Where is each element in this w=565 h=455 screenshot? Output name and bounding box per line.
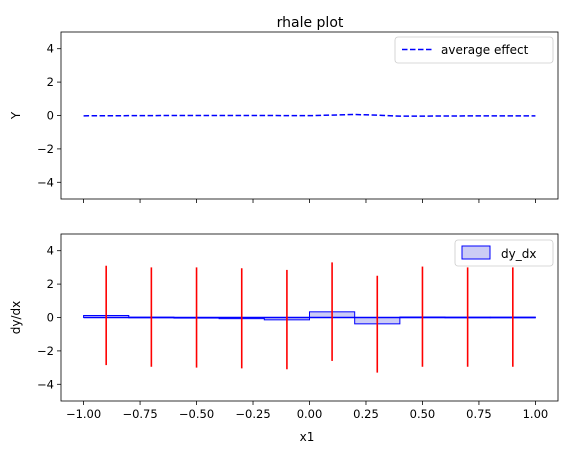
top-legend-box	[394, 36, 554, 64]
bottom-subplot: 4 2 0 −2 −4 −1.00 −0.75 −0.50 −0.25 0.00 0.25 0.50 0…	[9, 233, 559, 444]
x-tick-label: 0.50	[410, 407, 436, 421]
top-y-tick-label: −4	[37, 175, 54, 189]
x-tick-label: −0.50	[179, 407, 214, 421]
bottom-y-tick-label: 0	[47, 311, 54, 325]
bottom-y-tick-label: 4	[47, 244, 54, 258]
x-axis-label: x1	[300, 430, 315, 444]
bottom-y-axis-label: dy/dx	[9, 301, 23, 334]
x-tick-label: 0.00	[297, 407, 323, 421]
x-tick-label: 1.00	[523, 407, 549, 421]
top-y-tick-label: 0	[47, 109, 54, 123]
x-tick-label: 0.25	[353, 407, 379, 421]
bottom-y-tick-label: 2	[47, 277, 54, 291]
top-y-axis-label: Y	[9, 111, 23, 120]
chart-title: rhale plot	[277, 15, 344, 31]
top-y-tick-label: −2	[37, 142, 54, 156]
dy-dx-legend-label: dy_dx	[501, 247, 536, 261]
top-subplot: rhale plot 4 2 0 −2 −4 Y average effect	[9, 15, 559, 203]
top-legend: average effect	[394, 36, 554, 64]
top-axis-ticks: 4 2 0 −2 −4	[37, 42, 536, 203]
bottom-y-tick-label: −2	[37, 344, 54, 358]
x-tick-label: −0.25	[235, 407, 270, 421]
average-effect-legend-label: average effect	[441, 43, 529, 57]
x-tick-label: −1.00	[66, 407, 101, 421]
x-tick-label: −0.75	[122, 407, 157, 421]
top-y-tick-label: 2	[47, 75, 54, 89]
dy-dx-legend-swatch	[461, 245, 491, 260]
bottom-legend: dy_dx	[454, 239, 554, 267]
average-effect-line	[83, 113, 536, 117]
top-y-tick-label: 4	[47, 42, 54, 56]
bottom-y-tick-label: −4	[37, 377, 54, 391]
x-tick-label: 0.75	[466, 407, 492, 421]
bottom-axis-ticks: 4 2 0 −2 −4 −1.00 −0.75 −0.50 −0.25 0.00 0.25 0.50 0…	[37, 244, 548, 421]
average-effect-series	[83, 113, 536, 117]
error-bars	[105, 262, 514, 373]
